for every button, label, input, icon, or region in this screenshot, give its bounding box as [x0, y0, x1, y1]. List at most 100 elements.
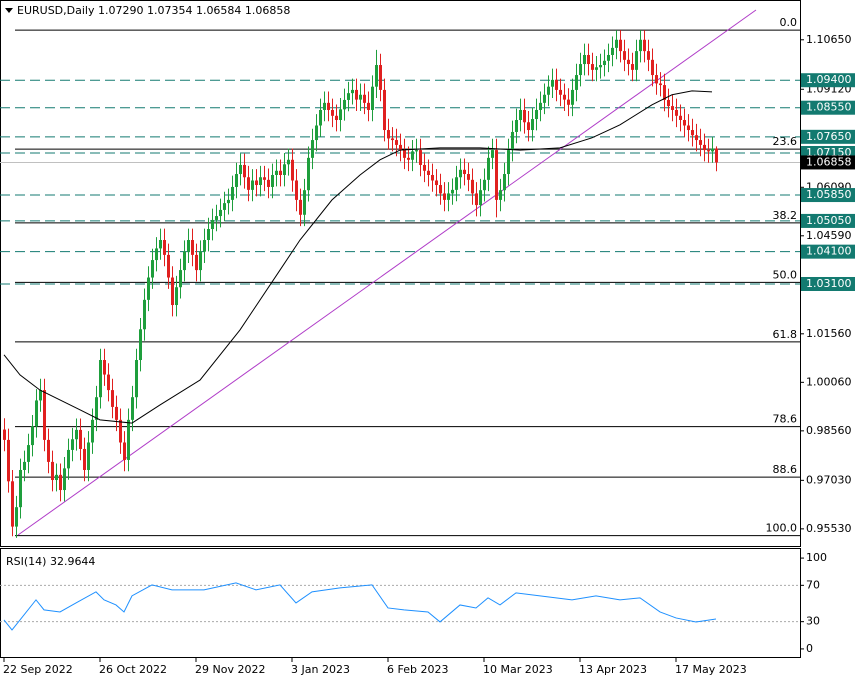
candle-body — [159, 240, 162, 249]
rsi-pane — [0, 548, 801, 658]
candle-body — [255, 180, 258, 186]
candle-body — [423, 164, 426, 171]
candle-body — [559, 89, 562, 95]
candle-body — [299, 199, 302, 215]
trendline — [17, 9, 757, 536]
candle-body — [451, 189, 454, 194]
chart-title: EURUSD,Daily 1.07290 1.07354 1.06584 1.0… — [17, 4, 290, 17]
candle-body — [307, 157, 310, 191]
candle-body — [23, 461, 26, 470]
candle-body — [267, 179, 270, 187]
overlay: 1.106501.091201.060901.045901.015601.000… — [3, 33, 855, 676]
candle-body — [15, 507, 18, 527]
candle-body — [223, 203, 226, 210]
candle-body — [359, 94, 362, 100]
x-tick-label: 17 May 2023 — [675, 663, 747, 676]
candle-body — [707, 150, 710, 152]
x-tick-label: 26 Oct 2022 — [99, 663, 167, 676]
x-tick-label: 22 Sep 2022 — [3, 663, 73, 676]
candle-body — [19, 469, 22, 508]
candle-body — [447, 193, 450, 200]
candle-body — [551, 79, 554, 87]
candle-body — [35, 400, 38, 427]
candle-body — [391, 138, 394, 141]
candle-body — [667, 99, 670, 107]
candle-body — [275, 170, 278, 175]
level-label: 1.05850 — [806, 188, 852, 201]
candle-body — [355, 89, 358, 100]
candle-body — [467, 174, 470, 180]
candle-body — [511, 131, 514, 151]
candle-body — [631, 64, 634, 70]
candle-body — [123, 442, 126, 460]
candle-body — [571, 89, 574, 105]
candle-body — [147, 277, 150, 300]
candle-body — [635, 51, 638, 70]
candle-body — [531, 119, 534, 131]
candle-body — [523, 109, 526, 123]
candle-body — [7, 439, 10, 482]
candle-body — [403, 150, 406, 158]
rsi-plot — [0, 582, 800, 631]
level-box — [801, 129, 855, 144]
candle-body — [471, 179, 474, 194]
candle-body — [87, 442, 90, 470]
candle-body — [443, 193, 446, 200]
candle-body — [187, 240, 190, 252]
candle-body — [503, 174, 506, 191]
candle-body — [683, 120, 686, 126]
level-box — [801, 213, 855, 228]
fib-label: 38.2 — [773, 209, 798, 222]
candle-body — [11, 481, 14, 527]
candle-body — [323, 102, 326, 110]
candle-body — [211, 219, 214, 230]
candle-body — [431, 174, 434, 181]
candle-body — [643, 39, 646, 52]
moving-average — [3, 90, 713, 424]
candle-body — [483, 179, 486, 191]
candle-body — [659, 83, 662, 86]
level-label: 1.09400 — [806, 73, 852, 86]
candle-body — [499, 190, 502, 200]
candle-body — [379, 65, 382, 90]
candle-body — [671, 106, 674, 110]
candle-body — [347, 93, 350, 100]
candle-body — [39, 390, 42, 401]
candle-body — [383, 89, 386, 131]
y-tick-label: 1.01560 — [806, 327, 852, 340]
y-tick-label: 1.10650 — [806, 33, 852, 46]
rsi-tick-label: 70 — [806, 578, 820, 591]
candle-body — [199, 251, 202, 271]
candle-body — [59, 474, 62, 491]
candle-body — [303, 190, 306, 215]
candle-body — [183, 251, 186, 271]
candle-body — [399, 144, 402, 151]
x-tick-label: 6 Feb 2023 — [387, 663, 448, 676]
candle-body — [3, 429, 6, 440]
candle-body — [395, 140, 398, 145]
candle-body — [519, 109, 522, 121]
fib-label: 88.6 — [773, 463, 798, 476]
candle-body — [463, 169, 466, 175]
price-plot: 0.0 23.6 38.2 50.0 61.8 78.6 88.6 100.0 — [0, 9, 800, 538]
fib-label: 61.8 — [773, 328, 798, 341]
candle-body — [515, 120, 518, 132]
candle-body — [91, 419, 94, 443]
x-tick-label: 3 Jan 2023 — [291, 663, 350, 676]
candle-body — [99, 360, 102, 398]
level-box — [801, 100, 855, 115]
candle-body — [587, 54, 590, 65]
candle-body — [459, 169, 462, 178]
candle-body — [103, 360, 106, 375]
candle-body — [407, 157, 410, 160]
candle-body — [439, 185, 442, 194]
candle-body — [227, 199, 230, 204]
candle-body — [55, 474, 58, 481]
candle-body — [435, 180, 438, 186]
candle-body — [691, 130, 694, 136]
rsi-tick-label: 100 — [806, 551, 827, 564]
rsi-title: RSI(14) 32.9644 — [6, 555, 95, 568]
candle-body — [495, 150, 498, 200]
candle-body — [575, 75, 578, 90]
